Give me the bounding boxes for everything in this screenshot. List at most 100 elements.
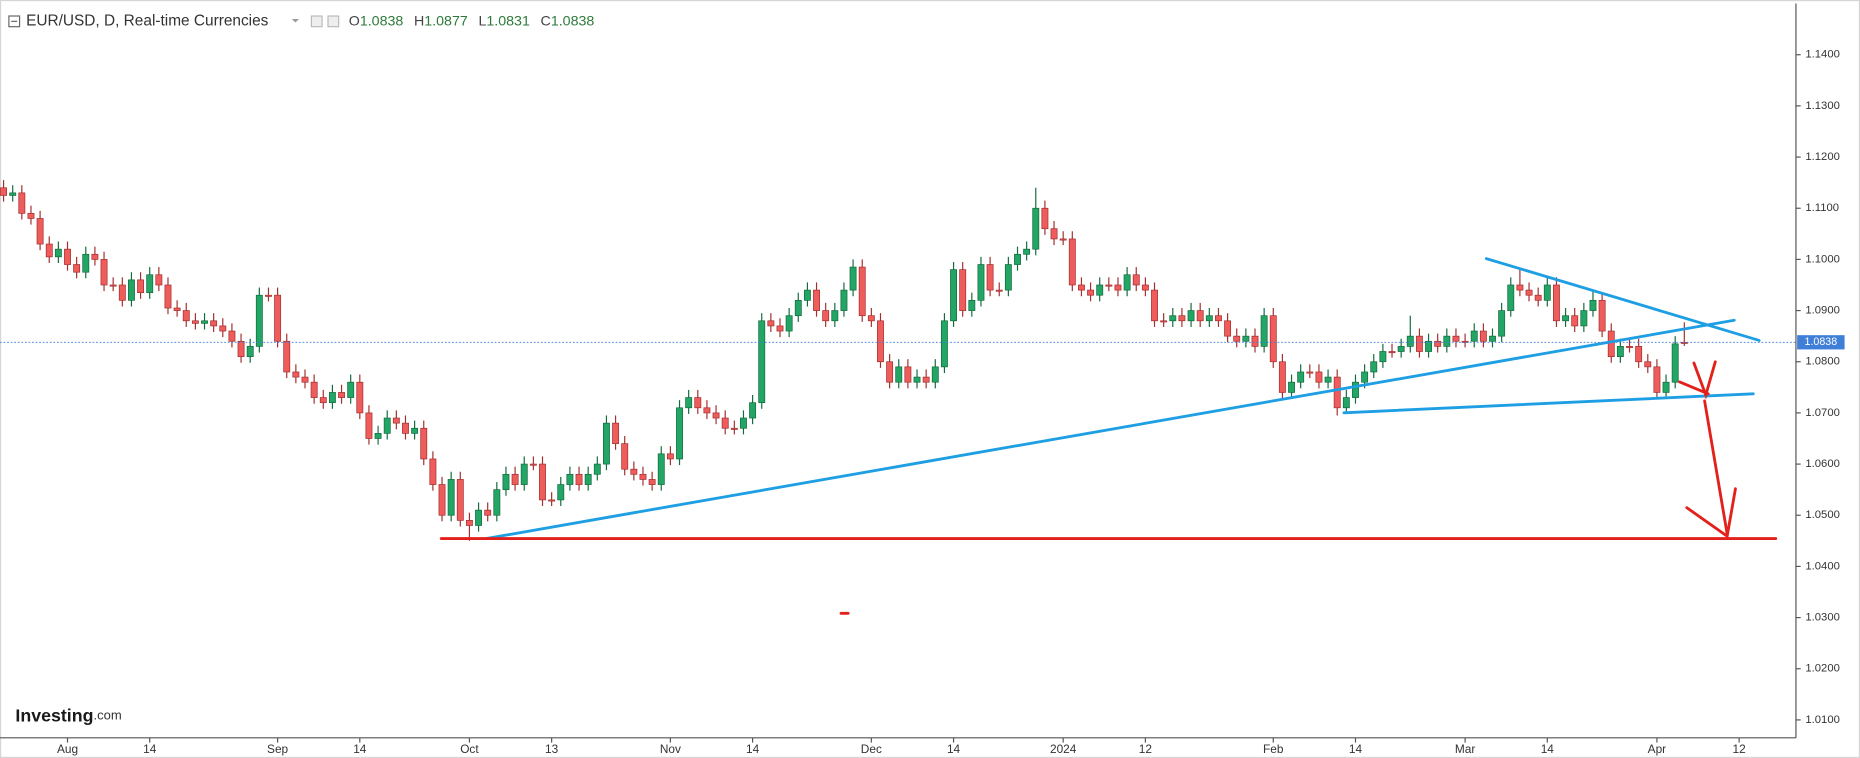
x-tick-label: 12	[1733, 742, 1746, 756]
y-tick-label: 1.0900	[1805, 305, 1839, 317]
x-tick-label: 14	[746, 742, 760, 756]
candle-body	[950, 269, 957, 322]
candle-body	[246, 346, 254, 357]
candle-body	[877, 320, 884, 363]
candle-body	[1160, 320, 1168, 323]
trend-line	[1342, 392, 1755, 415]
candle-body	[1525, 289, 1533, 296]
candle-body	[411, 427, 419, 434]
candle-body	[557, 484, 565, 501]
candle-body	[0, 187, 8, 196]
y-tick-label: 1.0300	[1805, 612, 1839, 624]
collapse-icon[interactable]	[8, 15, 21, 28]
candle-body	[301, 376, 309, 383]
candle-body	[237, 340, 245, 357]
candle-body	[867, 315, 875, 322]
candle-body	[146, 274, 154, 294]
candle-body	[1205, 315, 1213, 322]
candle-body	[1653, 366, 1661, 393]
candle-body	[292, 371, 300, 378]
candle-body	[118, 284, 126, 301]
logo: Investing.com	[15, 705, 121, 725]
candle-body	[612, 422, 620, 444]
y-tick-label: 1.0400	[1805, 560, 1839, 572]
candle-body	[1342, 397, 1350, 409]
dropdown-caret[interactable]	[291, 18, 299, 23]
candle-body	[1178, 315, 1186, 322]
candle-body	[310, 381, 318, 398]
y-tick-label: 1.0500	[1805, 509, 1839, 521]
candle-body	[931, 366, 939, 383]
candle-body	[621, 443, 629, 470]
candle-body	[1141, 284, 1149, 291]
candle-body	[283, 340, 291, 373]
candle-body	[1516, 284, 1524, 291]
candle-body	[1379, 351, 1387, 363]
candle-body	[1425, 340, 1432, 352]
candle-body	[338, 392, 345, 398]
candle-body	[904, 366, 912, 383]
y-tick-label: 1.1300	[1805, 100, 1839, 112]
candle-body	[539, 463, 546, 501]
candle-body	[1169, 315, 1177, 322]
candle-body	[1507, 284, 1515, 311]
candle-body	[137, 279, 145, 294]
candle-body	[82, 253, 90, 273]
candle-body	[1196, 310, 1204, 322]
candle-body	[548, 499, 556, 502]
candle-body	[1562, 315, 1570, 322]
candle-body	[593, 463, 601, 475]
ohlc-prefix: C	[541, 13, 551, 29]
candle-body	[27, 212, 35, 219]
candle-body	[1215, 315, 1222, 322]
y-tick-label: 1.0100	[1805, 714, 1839, 726]
candle-body	[1443, 335, 1451, 347]
candle-body	[1388, 351, 1396, 354]
candle-body	[1068, 238, 1076, 286]
candle-body	[1041, 207, 1049, 230]
candle-body	[1324, 376, 1332, 383]
candle-body	[1452, 335, 1460, 342]
candle-body	[603, 422, 610, 465]
candle-body	[1553, 284, 1560, 322]
candle-body	[265, 294, 272, 297]
candle-body	[1580, 310, 1588, 327]
candle-body	[1114, 284, 1122, 291]
candle-body	[1644, 361, 1652, 368]
candle-body	[1123, 274, 1131, 291]
candle-body	[447, 479, 455, 516]
chart-title: EUR/USD, D, Real-time Currencies	[26, 12, 269, 29]
candle-body	[374, 433, 382, 439]
icon[interactable]	[310, 15, 323, 28]
icon[interactable]	[327, 15, 340, 28]
candle-body	[438, 484, 446, 516]
candle-body	[575, 473, 583, 485]
candle-body	[1662, 381, 1670, 393]
candle-body	[694, 397, 702, 409]
logo-text: Investing.com	[15, 705, 121, 725]
x-tick-label: 14	[353, 742, 367, 756]
candle-body	[1023, 248, 1031, 255]
candle-body	[1470, 330, 1478, 342]
candle-body	[1059, 238, 1067, 241]
candle-body	[155, 274, 163, 286]
candle-body	[1269, 315, 1277, 363]
candle-body	[813, 289, 820, 311]
candle-body	[685, 397, 693, 409]
candle-body	[1571, 315, 1579, 327]
candle-body	[566, 473, 574, 485]
candle-body	[529, 463, 537, 466]
candle-body	[831, 310, 839, 322]
candle-body	[1352, 381, 1359, 398]
logo-brand: Investing	[15, 705, 93, 725]
candle-body	[758, 320, 766, 404]
candle-body	[749, 402, 757, 419]
candle-body	[36, 218, 44, 245]
candle-body	[9, 192, 17, 196]
candle-body	[1434, 340, 1442, 347]
candles	[0, 180, 1688, 541]
candle-body	[1297, 371, 1305, 383]
x-tick-label: Feb	[1263, 742, 1284, 756]
x-tick-label: Oct	[460, 742, 479, 756]
x-tick-label: 13	[545, 742, 559, 756]
